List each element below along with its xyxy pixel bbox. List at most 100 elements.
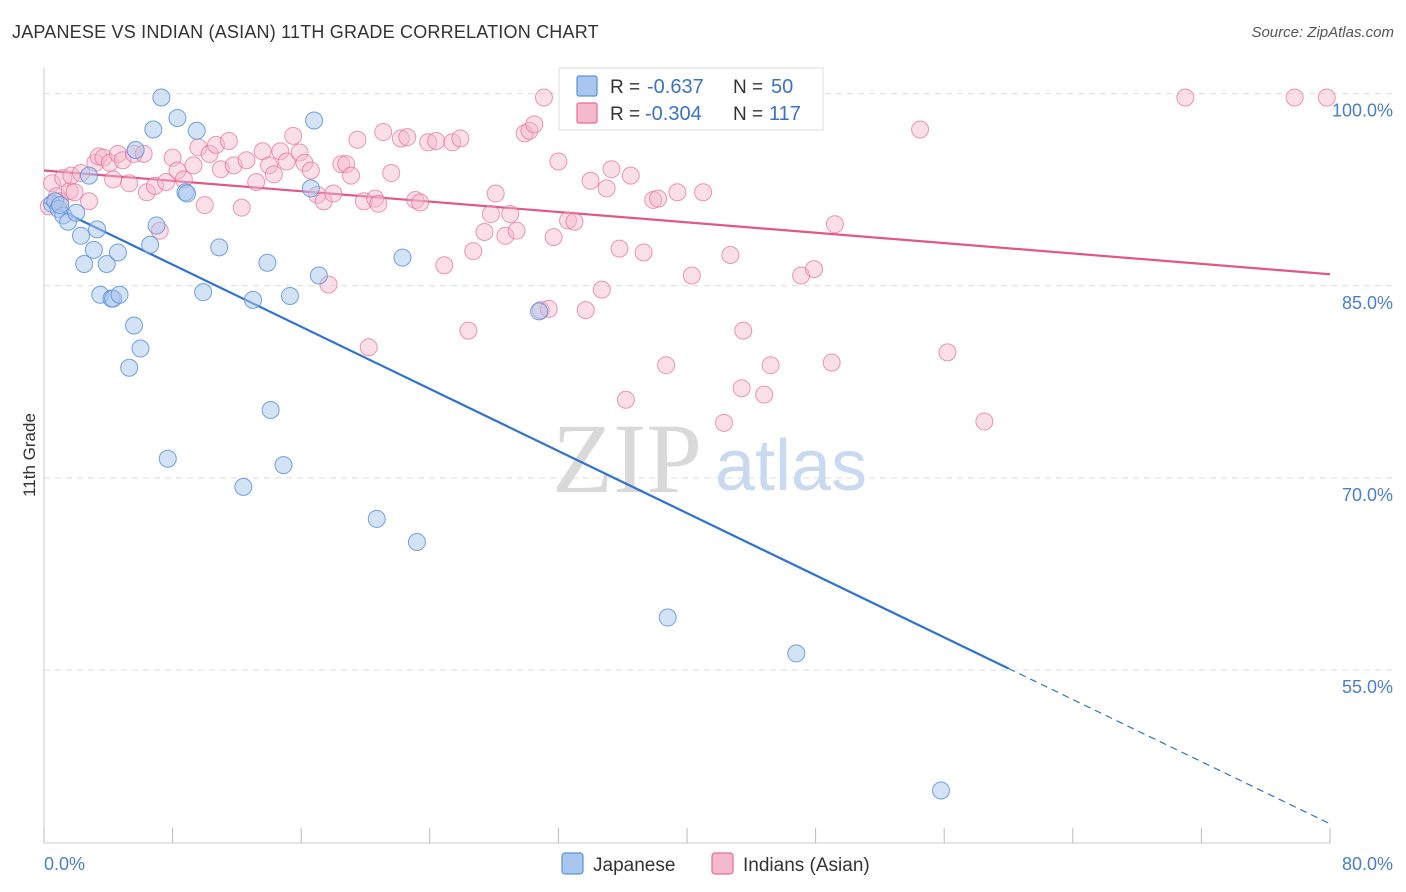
bottom-legend-label-indian: Indians (Asian) bbox=[743, 855, 870, 876]
japanese-point bbox=[141, 235, 160, 254]
y-tick-labels: 55.0% 70.0% 85.0% 100.0% bbox=[1332, 101, 1393, 697]
x-tick-label-max: 80.0% bbox=[1342, 854, 1393, 874]
indian-point bbox=[200, 144, 219, 163]
indian-point bbox=[486, 184, 505, 203]
indian-point bbox=[549, 152, 568, 171]
indian-point bbox=[145, 176, 164, 195]
indian-point bbox=[451, 129, 470, 148]
indian-point bbox=[825, 215, 844, 234]
indian-point bbox=[657, 356, 676, 375]
indian-point bbox=[337, 155, 356, 174]
japanese-point bbox=[84, 240, 103, 259]
watermark: ZIP atlas bbox=[552, 403, 867, 514]
indian-point bbox=[359, 338, 378, 357]
japanese-point bbox=[393, 248, 412, 267]
indian-point bbox=[496, 226, 515, 245]
japanese-point bbox=[187, 121, 206, 140]
japanese-point bbox=[258, 253, 277, 272]
indian-point bbox=[398, 128, 417, 147]
japanese-point bbox=[280, 287, 299, 306]
indian-point bbox=[755, 385, 774, 404]
indian-point bbox=[544, 228, 563, 247]
indian-point bbox=[184, 156, 203, 175]
japanese-trend-line-extrapolated bbox=[1008, 667, 1331, 825]
indian-point bbox=[525, 115, 544, 134]
axes bbox=[43, 68, 1331, 844]
japanese-point bbox=[931, 781, 950, 800]
japanese-point bbox=[305, 111, 324, 130]
legend-swatch-indian bbox=[576, 102, 598, 124]
indian-point bbox=[694, 183, 713, 202]
indian-point bbox=[195, 196, 214, 215]
indian-point bbox=[581, 171, 600, 190]
indian-point bbox=[366, 189, 385, 208]
legend-n-label-japanese: N = bbox=[733, 77, 763, 98]
indian-point bbox=[284, 126, 303, 145]
indian-point bbox=[911, 120, 930, 139]
legend-r-label-japanese: R = bbox=[610, 77, 640, 98]
indian-point bbox=[481, 205, 500, 224]
japanese-point bbox=[67, 203, 86, 222]
watermark-atlas: atlas bbox=[715, 426, 867, 506]
y-tick-label: 85.0% bbox=[1342, 293, 1393, 313]
legend-n-value-indian: 117 bbox=[769, 103, 801, 125]
indian-point bbox=[80, 192, 99, 211]
indian-point bbox=[597, 179, 616, 198]
indian-point bbox=[290, 143, 309, 162]
legend-swatch-japanese bbox=[576, 75, 598, 97]
bottom-legend-swatch-indian bbox=[711, 852, 734, 875]
japanese-point bbox=[126, 140, 145, 159]
indian-point bbox=[734, 321, 753, 340]
indian-point bbox=[411, 193, 430, 212]
japanese-point bbox=[168, 108, 187, 127]
indian-point bbox=[237, 151, 256, 170]
bottom-legend: Japanese Indians (Asian) bbox=[561, 852, 870, 876]
indian-point bbox=[301, 161, 320, 180]
indian-point bbox=[1285, 88, 1304, 107]
bottom-legend-label-japanese: Japanese bbox=[593, 855, 675, 876]
indian-point bbox=[515, 124, 534, 143]
japanese-point bbox=[71, 226, 90, 245]
japanese-point bbox=[243, 290, 262, 309]
indian-point bbox=[938, 343, 957, 362]
indian-point bbox=[565, 212, 584, 231]
indian-point bbox=[761, 356, 780, 375]
indian-point bbox=[264, 165, 283, 184]
indian-point bbox=[65, 183, 84, 202]
chart-title: JAPANESE VS INDIAN (ASIAN) 11TH GRADE CO… bbox=[12, 22, 599, 42]
indian-point bbox=[721, 246, 740, 265]
indian-point bbox=[610, 239, 629, 258]
japanese-point bbox=[97, 254, 116, 273]
indian-point bbox=[621, 166, 640, 185]
y-tick-label: 70.0% bbox=[1342, 485, 1393, 505]
indian-point bbox=[295, 153, 314, 172]
indian-point bbox=[219, 132, 238, 151]
japanese-point bbox=[301, 179, 320, 198]
japanese-point bbox=[120, 358, 139, 377]
indian-point bbox=[668, 183, 687, 202]
japanese-points bbox=[43, 88, 950, 800]
indian-point bbox=[157, 173, 176, 192]
indian-point bbox=[649, 189, 668, 208]
indian-point bbox=[113, 151, 132, 170]
indian-point bbox=[732, 379, 751, 398]
watermark-zip: ZIP bbox=[552, 403, 702, 514]
indian-points bbox=[39, 88, 1336, 432]
trend-lines bbox=[43, 169, 1331, 825]
japanese-point bbox=[80, 166, 99, 185]
indian-point bbox=[374, 123, 393, 142]
indian-point bbox=[277, 152, 296, 171]
japanese-point bbox=[131, 339, 150, 358]
japanese-point bbox=[152, 88, 171, 107]
indian-point bbox=[104, 170, 123, 189]
indian-point bbox=[804, 260, 823, 279]
indian-point bbox=[247, 173, 266, 192]
legend-box: R = -0.637 N = 50 R = -0.304 N = 117 bbox=[558, 67, 824, 131]
indian-point bbox=[354, 192, 373, 211]
indian-point bbox=[634, 243, 653, 262]
legend-r-value-japanese: -0.637 bbox=[647, 76, 704, 98]
bottom-legend-swatch-japanese bbox=[561, 852, 584, 875]
japanese-point bbox=[51, 196, 70, 215]
indian-point bbox=[427, 132, 446, 151]
indian-point bbox=[464, 242, 483, 261]
